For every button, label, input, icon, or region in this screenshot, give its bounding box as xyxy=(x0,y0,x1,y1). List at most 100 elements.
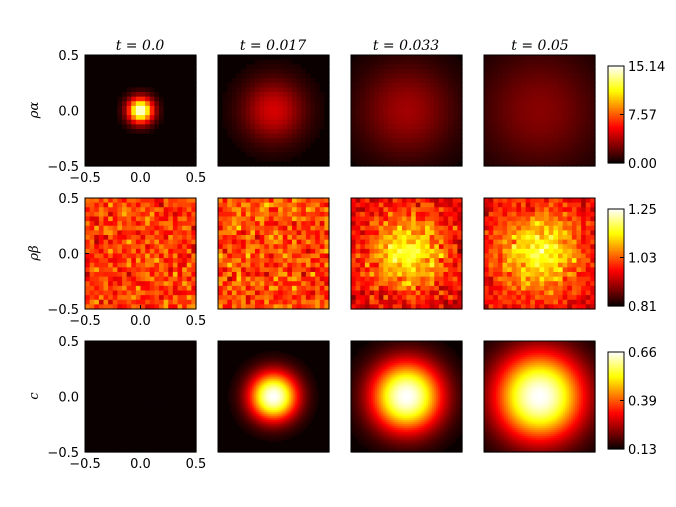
heatmap-cell xyxy=(567,78,573,84)
heatmap-cell xyxy=(140,216,146,222)
heatmap-cell xyxy=(534,285,541,292)
heatmap-cell xyxy=(383,119,389,125)
heatmap-cell xyxy=(150,350,153,354)
heatmap-cell xyxy=(89,202,95,208)
heatmap-cell xyxy=(131,129,137,135)
heatmap-cell xyxy=(182,267,188,273)
heatmap-cell xyxy=(236,147,242,153)
heatmap-cell xyxy=(94,147,100,153)
heatmap-cell xyxy=(355,225,361,231)
heatmap-cell xyxy=(245,211,251,218)
heatmap-cell xyxy=(502,230,508,236)
heatmap-cell xyxy=(355,156,361,162)
heatmap-cell xyxy=(89,285,95,292)
heatmap-cell xyxy=(177,133,183,139)
heatmap-cell xyxy=(236,59,242,65)
heatmap-cell xyxy=(525,87,531,93)
heatmap-cell xyxy=(273,156,279,162)
heatmap-cell xyxy=(374,133,380,139)
heatmap-cell xyxy=(457,161,463,167)
heatmap-cell xyxy=(562,221,568,227)
heatmap-cell xyxy=(222,124,228,130)
heatmap-cell xyxy=(236,276,242,282)
heatmap-cell xyxy=(186,147,192,153)
heatmap-cell xyxy=(182,262,188,268)
heatmap-cell xyxy=(310,290,316,296)
heatmap-cell xyxy=(315,281,321,287)
heatmap-cell xyxy=(128,342,132,346)
heatmap-cell xyxy=(438,295,445,301)
heatmap-cell xyxy=(191,68,197,75)
heatmap-cell xyxy=(132,341,136,344)
heatmap-cell xyxy=(511,304,517,310)
heatmap-cell xyxy=(378,230,384,236)
heatmap-cell xyxy=(172,73,179,79)
heatmap-cell xyxy=(259,59,265,65)
heatmap-cell xyxy=(571,105,578,112)
heatmap-cell xyxy=(388,138,394,144)
heatmap-cell xyxy=(186,110,192,116)
heatmap-cell xyxy=(112,161,118,167)
heatmap-cell xyxy=(114,350,118,354)
heatmap-cell xyxy=(264,101,270,107)
heatmap-cell xyxy=(484,290,490,296)
heatmap-cell xyxy=(364,262,371,268)
heatmap-cell xyxy=(383,281,389,287)
heatmap-cell xyxy=(558,276,564,282)
heatmap-cell xyxy=(502,129,508,135)
heatmap-cell xyxy=(397,285,403,292)
heatmap-cell xyxy=(296,272,302,278)
heatmap-cell xyxy=(241,129,247,135)
heatmap-cell xyxy=(567,216,573,222)
heatmap-cell xyxy=(355,211,361,218)
heatmap-cell xyxy=(324,55,330,61)
heatmap-cell xyxy=(154,82,160,88)
heatmap-cell xyxy=(92,348,96,352)
heatmap-cell xyxy=(544,211,550,218)
heatmap-cell xyxy=(122,272,128,278)
heatmap-cell xyxy=(374,147,380,153)
heatmap-cell xyxy=(150,346,153,350)
heatmap-cell xyxy=(425,230,431,236)
heatmap-cell xyxy=(163,221,169,227)
heatmap-cell xyxy=(544,64,550,70)
heatmap-cell xyxy=(142,341,146,344)
heatmap-cell xyxy=(567,129,573,135)
heatmap-cell xyxy=(168,68,174,75)
heatmap-cell xyxy=(369,244,375,250)
heatmap-cell xyxy=(315,253,321,259)
heatmap-cell xyxy=(245,152,251,158)
heatmap-cell xyxy=(177,225,183,231)
heatmap-cell xyxy=(282,198,288,204)
heatmap-cell xyxy=(296,147,302,153)
heatmap-cell xyxy=(521,59,527,65)
heatmap-cell xyxy=(497,129,504,135)
heatmap-cell xyxy=(534,239,541,245)
heatmap-cell xyxy=(315,244,321,250)
heatmap-cell xyxy=(425,253,431,259)
heatmap-cell xyxy=(585,290,591,296)
heatmap-cell xyxy=(457,78,463,84)
heatmap-cell xyxy=(282,59,288,65)
column-title-0: t = 0.0 xyxy=(116,38,165,54)
heatmap-cell xyxy=(457,101,463,107)
heatmap-cell xyxy=(103,129,109,135)
heatmap-cell xyxy=(502,295,508,301)
heatmap-cell xyxy=(388,147,394,153)
heatmap-cell xyxy=(493,82,499,88)
heatmap-cell xyxy=(434,304,440,310)
heatmap-cell xyxy=(369,73,375,79)
heatmap-cell xyxy=(310,78,316,84)
heatmap-cell xyxy=(581,304,587,310)
heatmap-cell xyxy=(534,96,541,102)
heatmap-cell xyxy=(425,101,431,107)
heatmap-cell xyxy=(172,147,179,153)
heatmap-cell xyxy=(296,105,302,112)
heatmap-cell xyxy=(553,207,559,213)
heatmap-cell xyxy=(548,142,554,149)
heatmap-cell xyxy=(425,156,431,162)
heatmap-cell xyxy=(191,276,197,282)
heatmap-cell xyxy=(434,267,440,273)
heatmap-cell xyxy=(488,244,494,250)
heatmap-cell xyxy=(182,276,188,282)
